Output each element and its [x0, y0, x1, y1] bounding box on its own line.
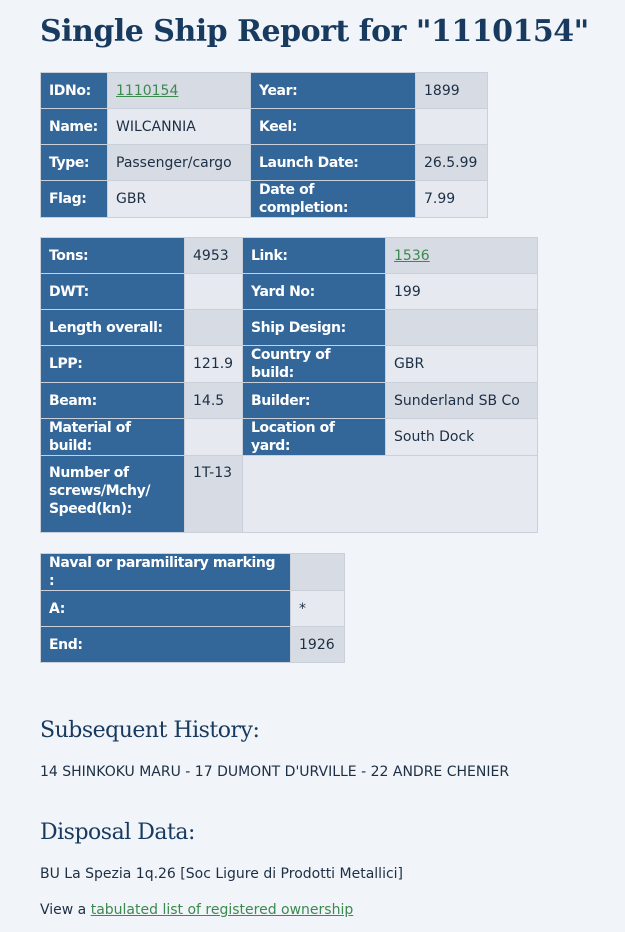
field-label: Type: [40, 144, 108, 181]
field-link[interactable]: 1110154 [116, 82, 179, 99]
field-label: IDNo: [40, 72, 108, 109]
info-table: Naval or paramilitary marking : A: * End: 19… [40, 553, 345, 663]
field-value: Sunderland SB Co [385, 382, 538, 419]
field-value: GBR [107, 180, 251, 218]
field-value: 1110154 [107, 72, 251, 109]
field-value [415, 108, 488, 145]
field-value: 7.99 [415, 180, 488, 218]
field-value: 1T-13 [184, 455, 243, 533]
table-row: Length overall: Ship Design: [40, 309, 538, 346]
field-label: Naval or paramilitary marking : [40, 553, 291, 591]
table-row: DWT: Yard No: 199 [40, 273, 538, 310]
field-value: * [290, 590, 345, 627]
info-table: IDNo: 1110154 Year: 1899 Name: WILCANNIA Keel:… [40, 72, 488, 218]
table-row: Type: Passenger/cargo Launch Date: 26.5.99 [40, 144, 488, 181]
blank-cell [242, 455, 538, 533]
field-value [290, 553, 345, 591]
field-value: 121.9 [184, 345, 243, 383]
table-row: Tons: 4953 Link: 1536 [40, 237, 538, 274]
field-label: Flag: [40, 180, 108, 218]
field-label: Location of yard: [242, 418, 386, 456]
table-row: Beam: 14.5 Builder: Sunderland SB Co [40, 382, 538, 419]
field-value: WILCANNIA [107, 108, 251, 145]
view-line: View a tabulated list of registered owne… [40, 902, 353, 918]
field-label: Yard No: [242, 273, 386, 310]
field-label: Date of completion: [250, 180, 416, 218]
view-prefix: View a [40, 902, 87, 918]
field-label: LPP: [40, 345, 185, 383]
field-value: 1899 [415, 72, 488, 109]
field-value: 1926 [290, 626, 345, 663]
table-row: Number of screws/Mchy/ Speed(kn): 1T-13 [40, 455, 538, 533]
disposal-heading: Disposal Data: [40, 820, 195, 845]
field-value: 199 [385, 273, 538, 310]
table-row: LPP: 121.9 Country of build: GBR [40, 345, 538, 383]
table-row: Flag: GBR Date of completion: 7.99 [40, 180, 488, 218]
table-row: End: 1926 [40, 626, 345, 663]
page-title: Single Ship Report for "1110154" [40, 14, 589, 49]
field-label: Keel: [250, 108, 416, 145]
field-label: Link: [242, 237, 386, 274]
field-value: GBR [385, 345, 538, 383]
history-heading: Subsequent History: [40, 718, 260, 743]
field-label: DWT: [40, 273, 185, 310]
field-label: Launch Date: [250, 144, 416, 181]
field-value: South Dock [385, 418, 538, 456]
field-link[interactable]: 1536 [394, 247, 430, 264]
field-label: Name: [40, 108, 108, 145]
field-value [385, 309, 538, 346]
field-label: Tons: [40, 237, 185, 274]
field-value: 4953 [184, 237, 243, 274]
field-label: A: [40, 590, 291, 627]
field-label: Material of build: [40, 418, 185, 456]
info-table: Tons: 4953 Link: 1536 DWT: Yard No: 199 Length … [40, 237, 538, 533]
table-row: Name: WILCANNIA Keel: [40, 108, 488, 145]
history-text: 14 SHINKOKU MARU - 17 DUMONT D'URVILLE -… [40, 764, 510, 780]
field-label: Country of build: [242, 345, 386, 383]
field-value [184, 309, 243, 346]
field-label: Length overall: [40, 309, 185, 346]
field-label: Ship Design: [242, 309, 386, 346]
field-value: 1536 [385, 237, 538, 274]
field-label: Beam: [40, 382, 185, 419]
field-label: End: [40, 626, 291, 663]
table-row: Naval or paramilitary marking : [40, 553, 345, 591]
field-value: 26.5.99 [415, 144, 488, 181]
ownership-link[interactable]: tabulated list of registered ownership [90, 902, 354, 918]
field-label: Number of screws/Mchy/ Speed(kn): [40, 455, 185, 533]
field-value [184, 418, 243, 456]
table-row: A: * [40, 590, 345, 627]
field-label: Builder: [242, 382, 386, 419]
table-row: Material of build: Location of yard: South… [40, 418, 538, 456]
field-value: Passenger/cargo [107, 144, 251, 181]
field-value: 14.5 [184, 382, 243, 419]
disposal-text: BU La Spezia 1q.26 [Soc Ligure di Prodot… [40, 866, 404, 882]
table-row: IDNo: 1110154 Year: 1899 [40, 72, 488, 109]
field-value [184, 273, 243, 310]
field-label: Year: [250, 72, 416, 109]
